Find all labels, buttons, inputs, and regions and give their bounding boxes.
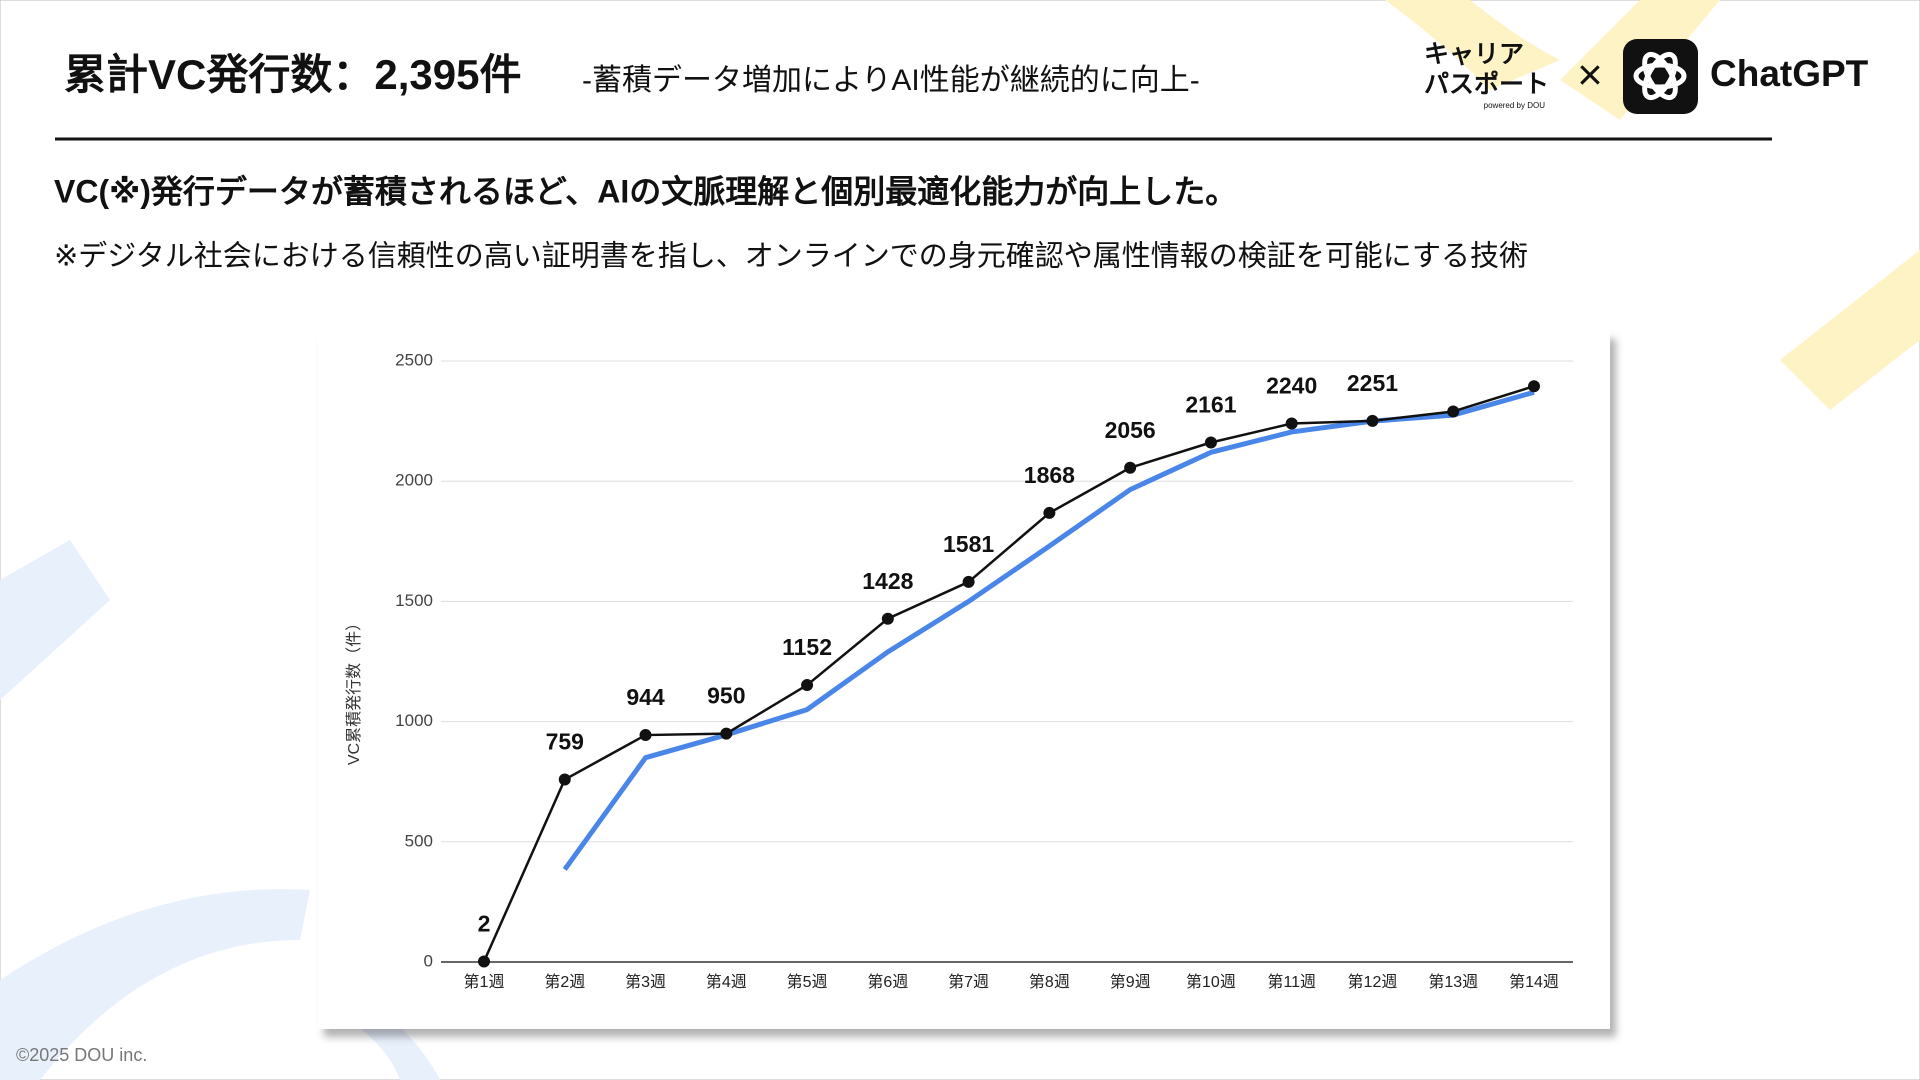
x-tick-label: 第9週 <box>1110 973 1151 991</box>
data-label: 950 <box>707 683 745 709</box>
deco <box>1780 250 1920 410</box>
data-label: 759 <box>546 729 584 755</box>
x-tick-label: 第3週 <box>625 973 666 991</box>
chatgpt-icon <box>1623 39 1698 114</box>
x-tick-label: 第12週 <box>1348 973 1398 991</box>
lead: VC(※)発行データが蓄積されるほど、AIの文脈理解と個別最適化能力が向上した。 <box>54 173 1237 209</box>
x-tick-label: 第7週 <box>948 973 989 991</box>
marker <box>1528 380 1540 393</box>
y-tick-label: 2500 <box>395 350 433 369</box>
subtitle: -蓄積データ増加によりAI性能が継続的に向上- <box>582 64 1200 97</box>
cross: × <box>1577 51 1603 100</box>
x-tick-label: 第10週 <box>1186 973 1236 991</box>
data-label: 944 <box>626 684 665 710</box>
y-tick-label: 2000 <box>395 471 433 490</box>
chart-card <box>318 331 1610 1029</box>
x-tick-label: 第13週 <box>1428 973 1478 991</box>
deco <box>1385 0 1560 90</box>
data-label: 1581 <box>943 531 994 557</box>
marker <box>962 575 975 588</box>
marker <box>1124 461 1137 474</box>
logo-text: キャリア <box>1424 41 1524 69</box>
y-axis-label: VC累積発行数（件） <box>345 615 363 765</box>
marker <box>478 955 490 968</box>
line <box>482 385 1535 963</box>
marker <box>801 679 814 692</box>
y-tick-label: 500 <box>405 831 433 850</box>
plot: 0 500 1000 1500 2000 2500 第1週 第2週 第3週 第4週 第5週 第6週 第7… <box>395 350 1573 991</box>
y-tick-label: 0 <box>424 951 433 970</box>
y-tick-label: 1000 <box>395 711 433 730</box>
marker <box>1366 414 1379 427</box>
marker <box>1447 405 1460 418</box>
chatgpt-mark <box>1633 52 1687 100</box>
logo-text: パスポート <box>1424 70 1549 99</box>
deco <box>0 889 310 1080</box>
note: ※デジタル社会における信頼性の高い証明書を指し、オンラインでの身元確認や属性情報… <box>54 240 1528 273</box>
x-tick-label: 第8週 <box>1029 973 1070 991</box>
data-label: 2056 <box>1105 417 1156 443</box>
marker <box>1204 436 1217 449</box>
logo-powered: powered by DOU <box>1484 101 1546 110</box>
marker <box>1285 417 1298 430</box>
footer: ©2025 DOU inc. <box>16 1045 147 1065</box>
title: 累計VC発行数：2,395件 <box>64 51 521 98</box>
deco <box>0 540 110 700</box>
x-tick-label: 第4週 <box>706 973 747 991</box>
marker <box>720 727 733 740</box>
marker <box>881 612 894 625</box>
data-label: 1428 <box>862 568 913 594</box>
x-tick-label: 第14週 <box>1509 973 1559 991</box>
data-label: 1152 <box>782 634 832 660</box>
data-label: 2251 <box>1347 370 1398 396</box>
data-label: 2161 <box>1185 392 1236 418</box>
x-tick-label: 第1週 <box>464 973 505 991</box>
x-tick-label: 第6週 <box>867 973 908 991</box>
y-tick-label: 1500 <box>395 591 433 610</box>
partner: ChatGPT <box>1710 53 1869 94</box>
marker <box>1043 506 1056 519</box>
x-tick-label: 第11週 <box>1267 973 1316 991</box>
marker <box>558 773 571 786</box>
data-label: 1868 <box>1024 462 1075 488</box>
data-label: 2240 <box>1266 373 1317 399</box>
x-tick-label: 第2週 <box>544 973 585 991</box>
x-tick-label: 第5週 <box>787 973 828 991</box>
data-label: 2 <box>478 911 491 937</box>
marker <box>639 729 652 742</box>
